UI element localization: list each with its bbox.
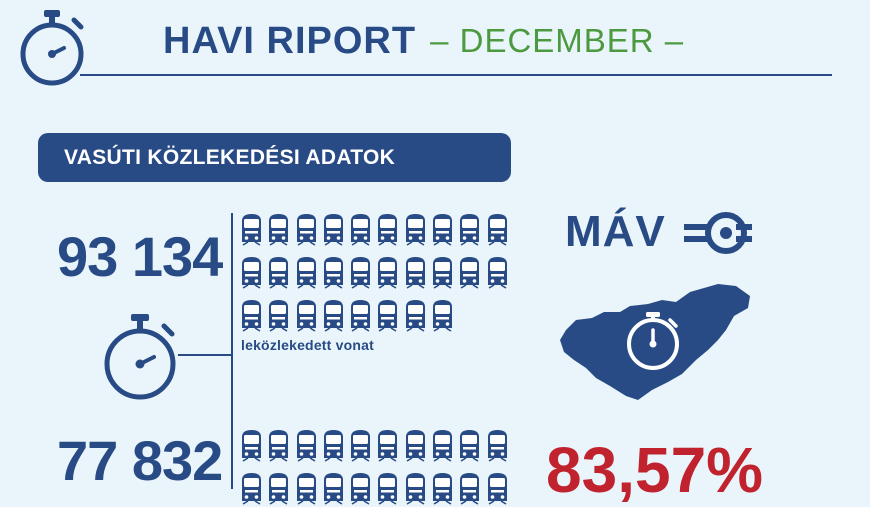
train-icon [294,255,319,289]
train-icon [430,212,455,246]
train-icon [321,471,346,505]
stopwatch-icon [97,312,183,402]
train-icon [430,255,455,289]
train-icon [239,471,264,505]
train-icon [294,428,319,462]
stat-caption-trains: leközlekedett vonat [241,337,374,353]
train-icon [430,428,455,462]
train-icon [457,428,482,462]
mav-wing-icon [684,210,752,258]
train-icon [266,298,291,332]
train-icon [348,298,373,332]
highlight-percentage: 83,57% [546,434,764,506]
train-icon [485,428,510,462]
train-icon [403,428,428,462]
train-icon [239,298,264,332]
train-icon [266,255,291,289]
train-icon [321,298,346,332]
timeline-vertical-line [231,213,233,489]
train-icon [266,212,291,246]
train-icon [321,428,346,462]
train-icon [348,428,373,462]
train-icon [403,471,428,505]
section-title: VASÚTI KÖZLEKEDÉSI ADATOK [64,145,396,169]
train-icon [239,255,264,289]
train-icon [321,255,346,289]
train-icon [348,471,373,505]
header-divider [80,74,832,76]
train-icon [430,298,455,332]
timeline-connector [178,354,232,356]
train-icon [403,298,428,332]
train-icon [348,212,373,246]
train-icon [485,212,510,246]
stat-value-trains: 93 134 [57,225,223,288]
train-icon [239,428,264,462]
train-icon-grid-2 [239,428,510,505]
train-icon [430,471,455,505]
train-icon-grid-1 [239,212,510,332]
train-icon [375,255,400,289]
train-icon [375,471,400,505]
train-icon [403,212,428,246]
page-title: HAVI RIPORT [163,19,417,62]
mav-logo-text: MÁV [565,207,666,256]
section-banner: VASÚTI KÖZLEKEDÉSI ADATOK [38,133,511,182]
train-icon [266,428,291,462]
train-icon [403,255,428,289]
train-icon [485,471,510,505]
train-icon [294,212,319,246]
train-icon [485,255,510,289]
train-icon [266,471,291,505]
train-icon [375,298,400,332]
train-icon [348,255,373,289]
train-icon [457,471,482,505]
stat-value-second: 77 832 [57,429,223,492]
stopwatch-icon [14,8,90,88]
train-icon [321,212,346,246]
page-subtitle: – DECEMBER – [430,22,685,59]
train-icon [239,212,264,246]
train-icon [294,298,319,332]
hungary-map-icon [558,282,754,404]
train-icon [457,212,482,246]
train-icon [375,428,400,462]
train-icon [457,255,482,289]
train-icon [375,212,400,246]
train-icon [294,471,319,505]
